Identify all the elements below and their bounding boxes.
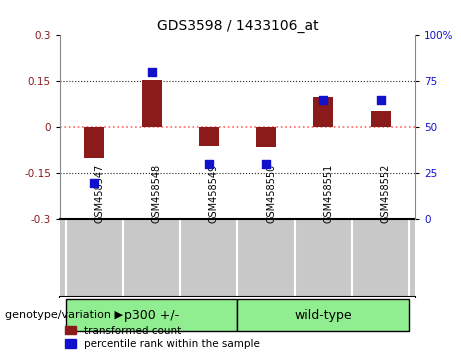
- Point: [377, 97, 384, 103]
- Bar: [371, 110, 390, 127]
- Bar: [142, 80, 161, 127]
- Bar: [84, 127, 104, 158]
- Text: GSM458552: GSM458552: [380, 164, 390, 223]
- Point: [91, 180, 98, 185]
- Bar: [313, 97, 333, 127]
- Text: p300 +/-: p300 +/-: [124, 309, 179, 321]
- Point: [148, 69, 155, 75]
- Point: [262, 161, 270, 167]
- Text: GSM458551: GSM458551: [323, 164, 333, 223]
- Point: [205, 161, 213, 167]
- Text: wild-type: wild-type: [295, 309, 352, 321]
- Text: GSM458547: GSM458547: [95, 164, 104, 223]
- Text: genotype/variation ▶: genotype/variation ▶: [5, 310, 123, 320]
- Bar: [256, 127, 276, 147]
- Text: GSM458550: GSM458550: [266, 164, 276, 223]
- Point: [319, 97, 327, 103]
- Text: GSM458548: GSM458548: [152, 164, 161, 223]
- Title: GDS3598 / 1433106_at: GDS3598 / 1433106_at: [157, 19, 318, 33]
- Text: GSM458549: GSM458549: [209, 164, 219, 223]
- Legend: transformed count, percentile rank within the sample: transformed count, percentile rank withi…: [65, 326, 260, 349]
- Bar: [199, 127, 219, 146]
- FancyBboxPatch shape: [237, 299, 409, 331]
- FancyBboxPatch shape: [65, 299, 237, 331]
